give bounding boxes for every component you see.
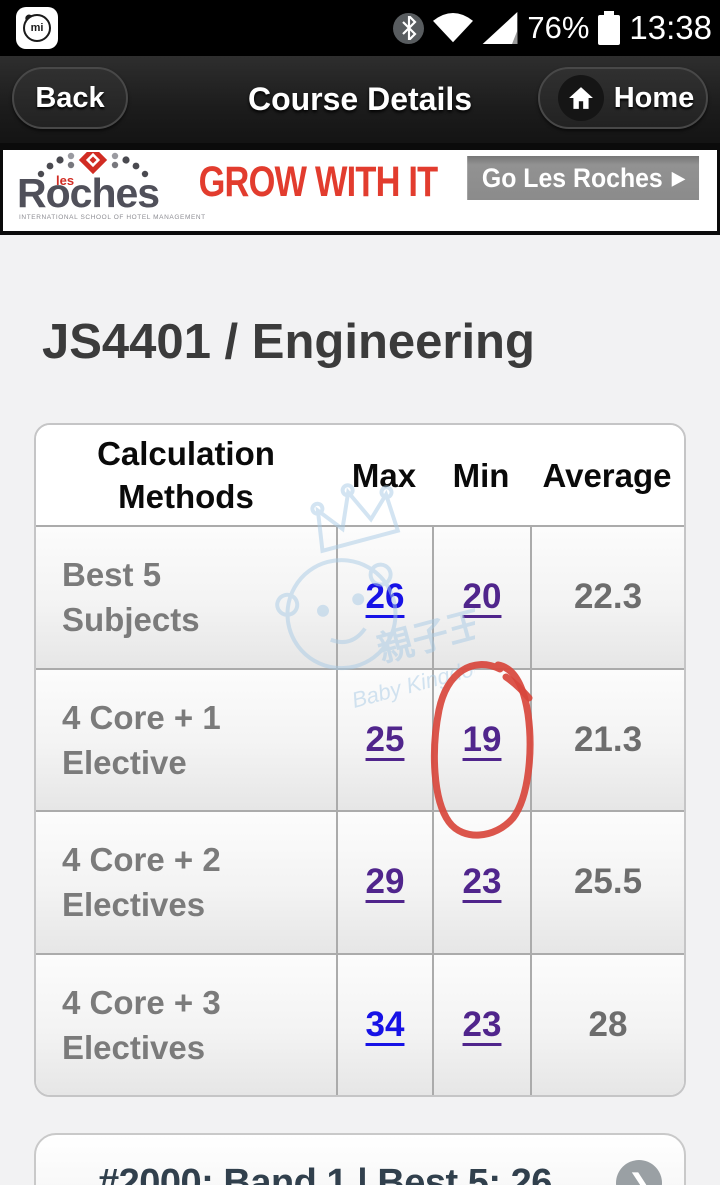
average-cell: 28 bbox=[530, 952, 684, 1095]
home-icon bbox=[557, 75, 604, 121]
mi-logo: mi bbox=[23, 14, 51, 42]
min-link-cell[interactable]: 23 bbox=[432, 952, 530, 1095]
min-link-cell[interactable]: 19 bbox=[432, 667, 530, 810]
min-link[interactable]: 23 bbox=[462, 1004, 502, 1044]
chevron-right-icon[interactable]: ❯ bbox=[616, 1160, 662, 1185]
max-link[interactable]: 29 bbox=[365, 862, 405, 902]
col-header-methods: Calculation Methods bbox=[36, 425, 336, 525]
bluetooth-icon bbox=[393, 12, 425, 44]
page-header-title: Course Details bbox=[247, 81, 473, 117]
nav-bar: Course Details Back Home bbox=[0, 56, 720, 143]
row-label: 4 Core + 1 Elective bbox=[36, 667, 336, 810]
back-button-label: Back bbox=[35, 81, 105, 114]
min-link-cell[interactable]: 23 bbox=[432, 810, 530, 953]
home-button[interactable]: Home bbox=[538, 67, 708, 129]
logo-tagline: INTERNATIONAL SCHOOL OF HOTEL MANAGEMENT bbox=[19, 214, 206, 221]
min-link[interactable]: 23 bbox=[462, 862, 502, 902]
min-link[interactable]: 19 bbox=[462, 719, 502, 759]
ad-banner[interactable]: les Roches INTERNATIONAL SCHOOL OF HOTEL… bbox=[0, 143, 720, 235]
mi-launcher-icon: mi bbox=[16, 7, 58, 49]
course-title: JS4401 / Engineering bbox=[42, 315, 535, 369]
average-cell: 21.3 bbox=[530, 667, 684, 810]
home-button-label: Home bbox=[613, 81, 695, 114]
clock: 13:38 bbox=[629, 9, 712, 46]
band-result-card[interactable]: #2000: Band 1 | Best 5: 26 ❯ bbox=[34, 1133, 686, 1185]
battery-percent: 76% bbox=[527, 10, 590, 45]
play-arrow-icon: ▶ bbox=[671, 167, 685, 188]
max-link-cell[interactable]: 26 bbox=[336, 525, 432, 668]
logo-les-text: les bbox=[56, 173, 75, 188]
max-link[interactable]: 26 bbox=[365, 577, 405, 617]
score-table: Calculation Methods Max Min Average Best… bbox=[34, 423, 686, 1097]
status-bar: mi 76% 13:38 bbox=[0, 0, 720, 56]
row-label: 4 Core + 2 Electives bbox=[36, 810, 336, 953]
ad-cta-label: Go Les Roches bbox=[481, 162, 663, 193]
col-header-max: Max bbox=[336, 425, 432, 525]
wifi-icon bbox=[433, 13, 474, 43]
col-header-average: Average bbox=[530, 425, 684, 525]
row-label: 4 Core + 3 Electives bbox=[36, 952, 336, 1095]
max-link[interactable]: 34 bbox=[365, 1004, 405, 1044]
min-link[interactable]: 20 bbox=[462, 577, 502, 617]
max-link-cell[interactable]: 34 bbox=[336, 952, 432, 1095]
band-result-text: #2000: Band 1 | Best 5: 26 bbox=[98, 1162, 552, 1185]
logo-dots-icon bbox=[37, 152, 149, 178]
max-link-cell[interactable]: 25 bbox=[336, 667, 432, 810]
ad-cta-button[interactable]: Go Les Roches ▶ bbox=[466, 156, 699, 200]
col-header-min: Min bbox=[432, 425, 530, 525]
min-link-cell[interactable]: 20 bbox=[432, 525, 530, 668]
average-cell: 25.5 bbox=[530, 810, 684, 953]
logo-brand-text: Roches bbox=[17, 170, 160, 216]
signal-icon bbox=[483, 12, 518, 44]
max-link-cell[interactable]: 29 bbox=[336, 810, 432, 953]
les-roches-logo: les Roches INTERNATIONAL SCHOOL OF HOTEL… bbox=[3, 150, 205, 231]
back-button[interactable]: Back bbox=[12, 67, 128, 129]
battery-icon bbox=[598, 10, 621, 45]
ad-headline: GROW WITH IT bbox=[198, 158, 439, 206]
row-label: Best 5 Subjects bbox=[36, 525, 336, 668]
average-cell: 22.3 bbox=[530, 525, 684, 668]
max-link[interactable]: 25 bbox=[365, 719, 405, 759]
